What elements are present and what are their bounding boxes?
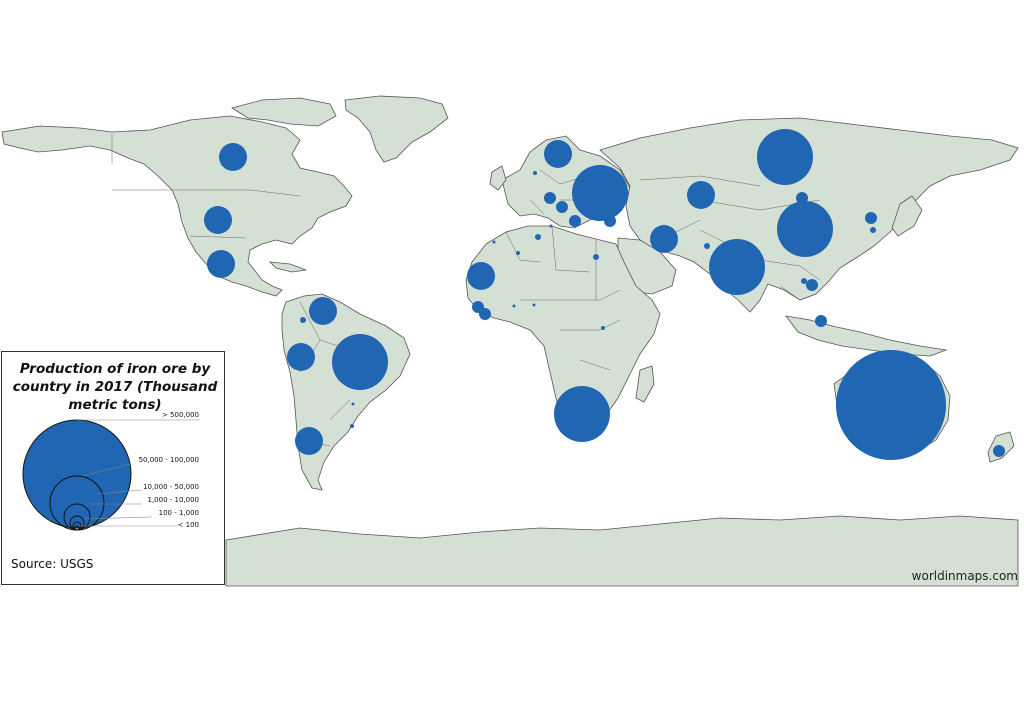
- bubble-egypt: [593, 254, 599, 260]
- bubble-peru: [287, 343, 315, 371]
- site-credit: worldinmaps.com: [911, 569, 1018, 583]
- bubble-brazil: [332, 334, 388, 390]
- production-bubbles: [204, 129, 1005, 460]
- land-south-america: [281, 293, 411, 491]
- bubble-slovakia: [556, 201, 568, 213]
- legend-label-2: 50,000 - 100,000: [139, 456, 199, 464]
- bubble-paraguay: [351, 402, 355, 406]
- bubble-norway: [533, 171, 537, 175]
- bubble-turkey: [604, 215, 616, 227]
- land-arctic-islands: [231, 97, 337, 127]
- bubble-united-states: [204, 206, 232, 234]
- bubble-australia: [836, 350, 946, 460]
- bubble-algeria: [535, 234, 541, 240]
- bubble-iran: [650, 225, 678, 253]
- legend-label-3: 10,000 - 50,000: [143, 483, 199, 491]
- bubble-argentina: [350, 424, 354, 428]
- bubble-venezuela: [309, 297, 337, 325]
- bubble-morocco: [492, 240, 496, 244]
- land-japan: [891, 195, 923, 237]
- bubble-malaysia: [815, 315, 827, 327]
- bubble-algeria-2: [516, 251, 520, 255]
- map-legend: Production of iron ore by country in 201…: [1, 351, 225, 585]
- legend-circle-largest: [22, 419, 132, 529]
- bubble-south-korea: [870, 227, 876, 233]
- bubble-ukraine: [572, 165, 628, 221]
- bubble-greece: [549, 224, 553, 228]
- land-africa: [465, 225, 661, 437]
- land-antarctica: [225, 515, 1019, 587]
- bubble-china: [777, 201, 833, 257]
- bubble-laos: [801, 278, 807, 284]
- bubble-chile: [295, 427, 323, 455]
- legend-circle-6: [74, 525, 80, 531]
- land-caribbean: [268, 261, 307, 273]
- legend-label-6: < 100: [178, 521, 199, 529]
- bubble-nigeria: [532, 303, 536, 307]
- bubble-india: [709, 239, 765, 295]
- legend-label-5: 100 - 1,000: [159, 509, 199, 517]
- bubble-bosnia: [569, 215, 581, 227]
- land-greenland: [344, 95, 449, 163]
- land-north-america: [1, 115, 353, 297]
- land-se-asia-islands: [785, 315, 948, 357]
- bubble-mexico: [207, 250, 235, 278]
- bubble-austria: [544, 192, 556, 204]
- bubble-sierra-leone: [479, 308, 491, 320]
- bubble-new-zealand: [993, 445, 1005, 457]
- bubble-liberia: [512, 304, 516, 308]
- bubble-mauritania: [467, 262, 495, 290]
- legend-label-4: 1,000 - 10,000: [147, 496, 199, 504]
- land-british-isles: [489, 165, 507, 191]
- bubble-vietnam: [806, 279, 818, 291]
- bubble-south-africa: [554, 386, 610, 442]
- legend-label-1: > 500,000: [162, 411, 199, 419]
- bubble-pakistan: [704, 243, 710, 249]
- legend-symbols: > 500,000 50,000 - 100,000 10,000 - 50,0…: [22, 411, 200, 531]
- land-madagascar: [635, 365, 655, 403]
- bubble-colombia: [300, 317, 306, 323]
- bubble-kazakhstan: [687, 181, 715, 209]
- legend-title: Production of iron ore by country in 201…: [12, 361, 218, 413]
- bubble-north-korea: [865, 212, 877, 224]
- legend-source: Source: USGS: [11, 557, 94, 571]
- bubble-kenya: [601, 326, 605, 330]
- bubble-russia: [757, 129, 813, 185]
- bubble-canada: [219, 143, 247, 171]
- bubble-sweden: [544, 140, 572, 168]
